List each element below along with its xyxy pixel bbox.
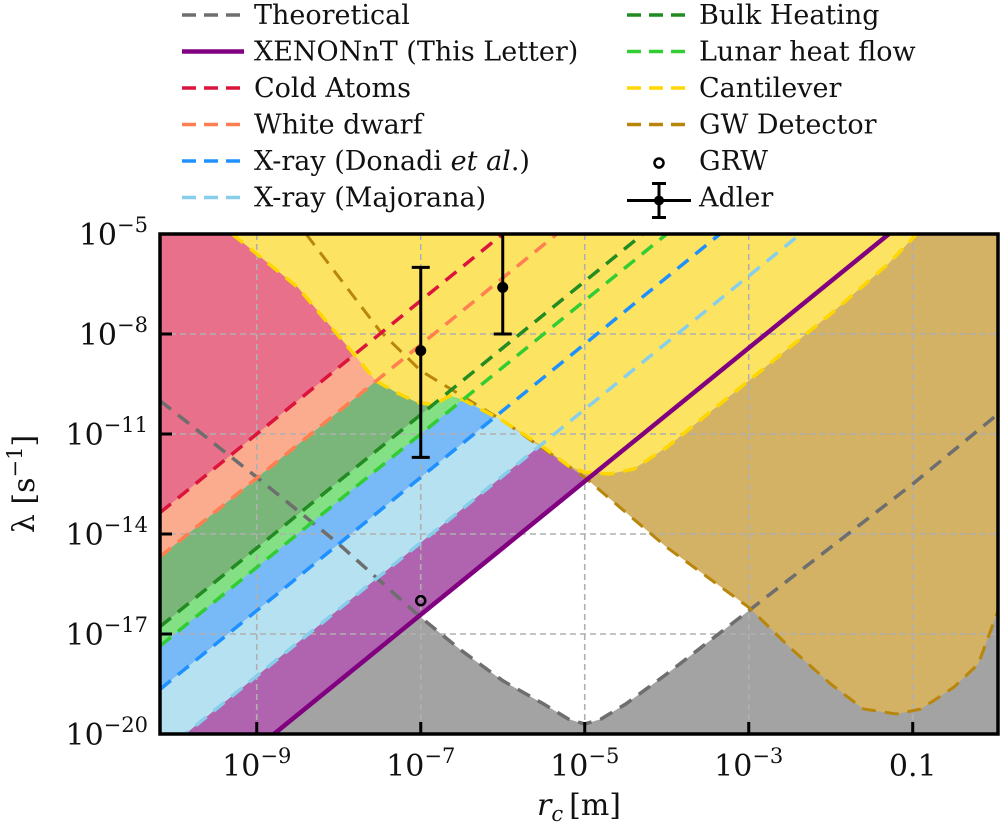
y-tick-label: 10−11 xyxy=(65,413,148,453)
legend-item-lunar-heat-flow: Lunar heat flow xyxy=(627,37,916,68)
y-tick-label: 10−5 xyxy=(79,213,148,253)
legend-label: Theoretical xyxy=(254,0,410,31)
cold-atoms-line xyxy=(160,234,504,515)
x-tick-label: 0.1 xyxy=(889,749,937,784)
adler-errorbar xyxy=(493,234,512,336)
legend-item-x-ray-donadi-et-al: X-ray (Donadi et al.) xyxy=(182,146,530,177)
adler-errorbar xyxy=(411,265,430,459)
x-tick-label: 10−9 xyxy=(222,744,291,784)
legend-item-xenonnt-this-letter: XENONnT (This Letter) xyxy=(182,37,578,68)
adler-point xyxy=(415,345,427,357)
legend-item-gw-detector: GW Detector xyxy=(627,110,877,141)
legend-item-bulk-heating: Bulk Heating xyxy=(627,0,880,31)
bulk-heating-line xyxy=(160,234,645,629)
plot-frame xyxy=(158,232,1000,736)
legend-item-x-ray-majorana: X-ray (Majorana) xyxy=(182,183,486,214)
x-ray-donadi-et-al-line xyxy=(160,234,722,691)
legend-item-adler: Adler xyxy=(627,182,773,219)
markers xyxy=(411,234,512,607)
legend-label: Lunar heat flow xyxy=(699,37,916,68)
theoretical-line xyxy=(160,399,998,726)
legend-label: X-ray (Majorana) xyxy=(254,183,486,214)
legend-label: XENONnT (This Letter) xyxy=(254,37,578,68)
x-tick-label: 10−7 xyxy=(386,744,455,784)
legend-label: X-ray (Donadi et al.) xyxy=(254,146,530,177)
y-tick-label: 10−8 xyxy=(79,313,148,353)
series-lines xyxy=(160,234,998,734)
grw-point xyxy=(414,594,427,607)
legend-label: White dwarf xyxy=(254,110,425,141)
adler-point xyxy=(497,281,509,293)
x-axis-label: rc [m] xyxy=(537,788,621,826)
legend-item-grw: GRW xyxy=(653,146,768,177)
x-tick-label: 10−5 xyxy=(550,744,619,784)
legend-swatch xyxy=(653,157,665,169)
white-dwarf-line xyxy=(160,234,558,559)
legend-item-white-dwarf: White dwarf xyxy=(182,110,425,141)
legend-label: GW Detector xyxy=(699,110,877,141)
legend-label: GRW xyxy=(699,146,768,177)
y-axis-label: λ [s−1] xyxy=(3,435,42,533)
y-tick-label: 10−14 xyxy=(65,513,148,553)
legend-label: Adler xyxy=(698,183,773,214)
xenonnt-this-letter-line xyxy=(270,234,891,734)
lunar-heat-flow-line xyxy=(160,234,668,648)
legend-item-cantilever: Cantilever xyxy=(627,73,841,104)
axis-ticks: 10−9 10−7 10−5 10−3 0.1 10−5 10−8 10−11 10−14 10−… xyxy=(65,213,936,784)
legend-item-cold-atoms: Cold Atoms xyxy=(182,73,411,104)
legend-swatch xyxy=(654,195,664,206)
x-tick-label: 10−3 xyxy=(714,744,783,784)
legend: Theoretical XENONnT (This Letter) Cold Ato… xyxy=(182,0,916,219)
legend-label: Cold Atoms xyxy=(254,73,411,104)
legend-label: Cantilever xyxy=(699,73,841,104)
legend-label: Bulk Heating xyxy=(699,0,880,31)
cantilever-line xyxy=(231,234,919,476)
gw-detector-line xyxy=(304,234,998,716)
legend-item-theoretical: Theoretical xyxy=(182,0,410,31)
y-tick-label: 10−17 xyxy=(65,613,148,653)
y-tick-label: 10−20 xyxy=(65,713,148,753)
